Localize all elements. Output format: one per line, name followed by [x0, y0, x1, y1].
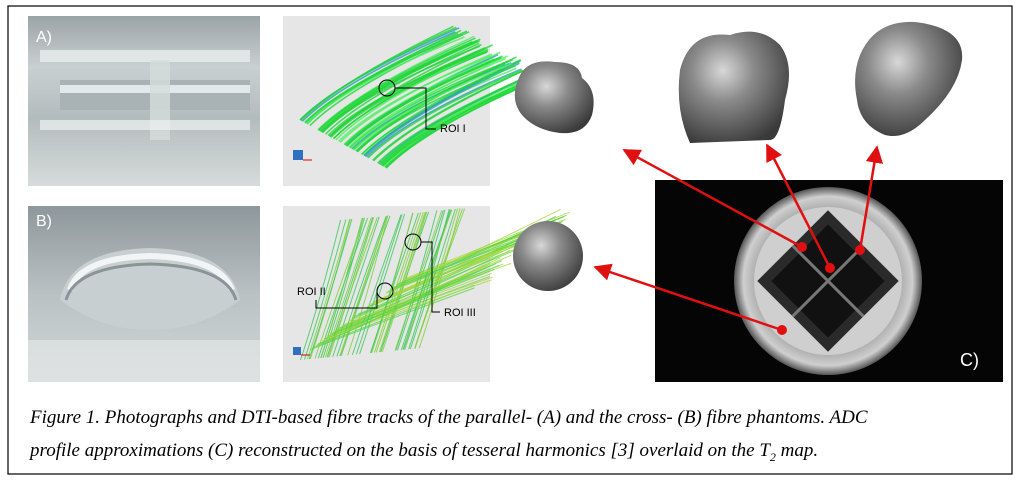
roi-label: ROI II — [297, 286, 326, 298]
roi-label: ROI III — [444, 307, 476, 319]
caption-text: map. — [776, 440, 818, 461]
caption-line: Figure 1. Photographs and DTI-based fibr… — [30, 407, 868, 429]
caption-line: profile approximations (C) reconstructed… — [30, 440, 818, 465]
panel-label: A) — [36, 29, 52, 46]
t2-map — [655, 180, 1003, 382]
panel-label: C) — [960, 350, 979, 370]
panel-label: B) — [36, 213, 52, 230]
roi-label: ROI I — [440, 123, 466, 135]
photo-a — [28, 16, 260, 186]
figure: A) B) ROI I ROI II ROI III — [0, 0, 1021, 483]
photo-b — [28, 206, 260, 382]
caption-text: profile approximations (C) reconstructed… — [30, 440, 770, 461]
